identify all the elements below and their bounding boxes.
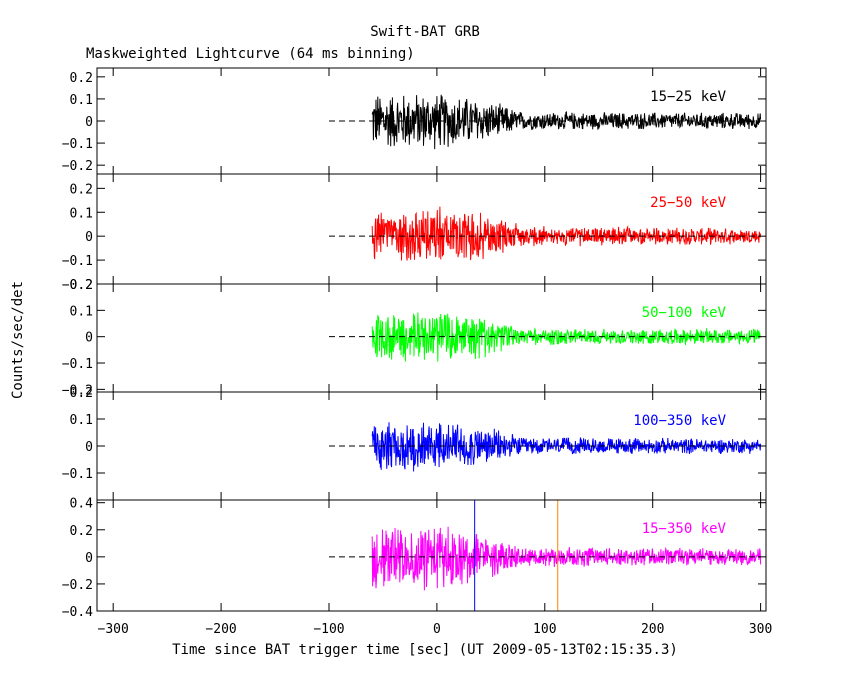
x-axis-label: Time since BAT trigger time [sec] (UT 20… <box>172 642 678 658</box>
band-label-0: 15−25 keV <box>650 89 726 105</box>
x-tick-label-5: 200 <box>641 622 664 637</box>
y-tick-label-2-2: 0 <box>85 331 93 346</box>
y-tick-label-1-0: −0.2 <box>62 278 93 293</box>
y-axis-label: Counts/sec/det <box>10 281 26 399</box>
band-label-3: 100−350 keV <box>633 413 726 429</box>
y-tick-label-1-1: −0.1 <box>62 254 93 269</box>
x-tick-label-3: 0 <box>433 622 441 637</box>
y-tick-label-0-0: −0.2 <box>62 159 93 174</box>
y-tick-label-0-1: −0.1 <box>62 137 93 152</box>
y-tick-label-2-1: −0.1 <box>62 357 93 372</box>
x-tick-label-0: −300 <box>98 622 129 637</box>
y-tick-label-4-2: 0 <box>85 551 93 566</box>
lightcurve-trace-3 <box>371 422 762 472</box>
y-tick-label-3-1: 0 <box>85 440 93 455</box>
band-label-2: 50−100 keV <box>642 305 727 321</box>
lightcurve-trace-4 <box>371 526 762 591</box>
x-tick-label-2: −100 <box>313 622 344 637</box>
x-tick-label-1: −200 <box>205 622 236 637</box>
lightcurve-trace-0 <box>371 94 762 150</box>
y-tick-label-0-4: 0.2 <box>70 71 93 86</box>
y-tick-label-2-0: −0.2 <box>62 383 93 398</box>
lightcurve-trace-1 <box>371 206 762 261</box>
y-tick-label-3-0: −0.1 <box>62 467 93 482</box>
y-tick-label-4-3: 0.2 <box>70 524 93 539</box>
y-tick-label-1-4: 0.2 <box>70 182 93 197</box>
y-tick-label-2-4: 0.2 <box>70 278 93 293</box>
y-tick-label-4-1: −0.2 <box>62 578 93 593</box>
band-label-4: 15−350 keV <box>642 521 727 537</box>
y-tick-label-1-2: 0 <box>85 230 93 245</box>
y-tick-label-0-2: 0 <box>85 115 93 130</box>
lightcurve-trace-2 <box>371 312 761 362</box>
y-tick-label-2-3: 0.1 <box>70 304 93 319</box>
y-tick-label-3-2: 0.1 <box>70 413 93 428</box>
y-tick-label-3-3: 0.2 <box>70 386 93 401</box>
y-tick-label-4-4: 0.4 <box>70 497 94 512</box>
y-tick-label-4-0: −0.4 <box>62 605 93 620</box>
y-tick-label-0-3: 0.1 <box>70 93 93 108</box>
panel-frame-4 <box>96 499 767 612</box>
y-tick-label-1-3: 0.1 <box>70 206 93 221</box>
chart-subtitle: Maskweighted Lightcurve (64 ms binning) <box>86 46 415 62</box>
chart-title: Swift-BAT GRB <box>370 24 480 40</box>
x-tick-label-6: 300 <box>749 622 772 637</box>
x-tick-label-4: 100 <box>533 622 556 637</box>
panels-layer: −0.2 −0.1 0 0.1 0.2 15−25 keV −0.2 −0.1 0 0.1 0.2 2… <box>62 67 772 637</box>
band-label-1: 25−50 keV <box>650 195 726 211</box>
